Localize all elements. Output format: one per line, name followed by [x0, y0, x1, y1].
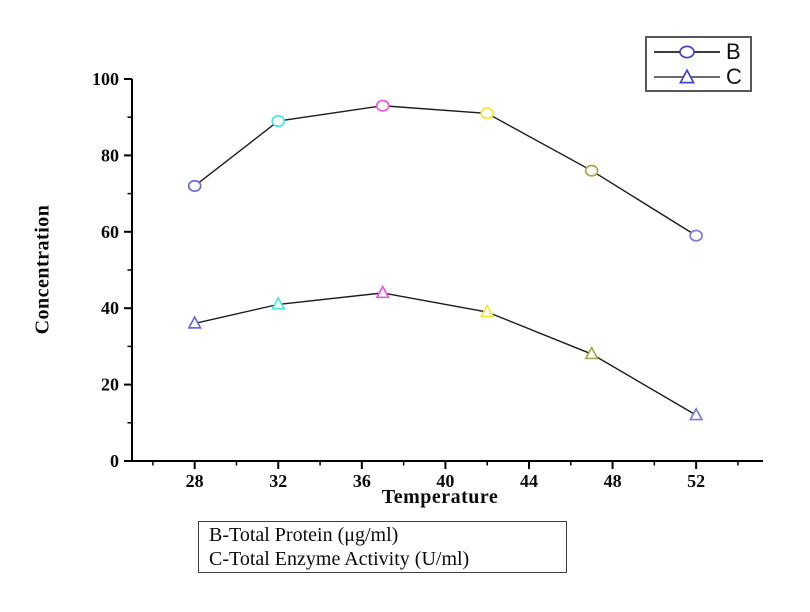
x-tick-label: 32 — [269, 471, 287, 491]
legend-entry-b: B — [651, 40, 746, 63]
series-b-point-marker — [271, 114, 286, 128]
y-tick-label: 80 — [101, 145, 119, 165]
series-b-line — [194, 105, 697, 237]
legend-sample-c-triangle-marker — [654, 67, 720, 83]
series-b-point-marker — [375, 99, 390, 112]
series-c-line — [194, 292, 697, 416]
legend-sample-b-circle-marker — [654, 45, 720, 58]
y-tick-label: 60 — [101, 222, 119, 242]
y-tick-label: 20 — [101, 375, 119, 395]
series-b-point-marker — [689, 229, 703, 242]
legend-label-c: C — [726, 63, 742, 89]
legend-box: B C — [645, 36, 752, 92]
x-axis-title: Temperature — [381, 486, 499, 508]
series-c-point-marker — [375, 284, 390, 299]
legend-entry-c: C — [651, 65, 746, 88]
series-b-point-marker — [480, 107, 495, 120]
series-c-point-marker — [187, 315, 202, 329]
series-c-point-marker — [688, 406, 704, 421]
series-c-point-marker — [584, 345, 599, 360]
caption-box: B-Total Protein (μg/ml) C-Total Enzyme A… — [198, 521, 567, 573]
y-axis-title: Concentration — [31, 204, 54, 335]
y-tick-label: 100 — [92, 69, 119, 89]
x-tick-label: 28 — [186, 471, 204, 491]
series-c-point-marker — [271, 296, 286, 310]
x-tick-label: 44 — [520, 471, 538, 491]
caption-line-c: C-Total Enzyme Activity (U/ml) — [209, 548, 470, 570]
y-tick-label: 40 — [101, 298, 119, 318]
x-tick-label: 48 — [604, 471, 622, 491]
x-tick-label: 40 — [436, 471, 454, 491]
series-b-point-marker — [187, 179, 202, 193]
x-tick-label: 52 — [687, 471, 705, 491]
caption-line-b: B-Total Protein (μg/ml) — [209, 524, 399, 546]
series-b-point-marker — [584, 164, 599, 177]
legend-label-b: B — [726, 38, 741, 64]
series-c-point-marker — [479, 303, 495, 318]
y-tick-label: 0 — [110, 451, 119, 471]
x-tick-label: 36 — [353, 471, 371, 491]
